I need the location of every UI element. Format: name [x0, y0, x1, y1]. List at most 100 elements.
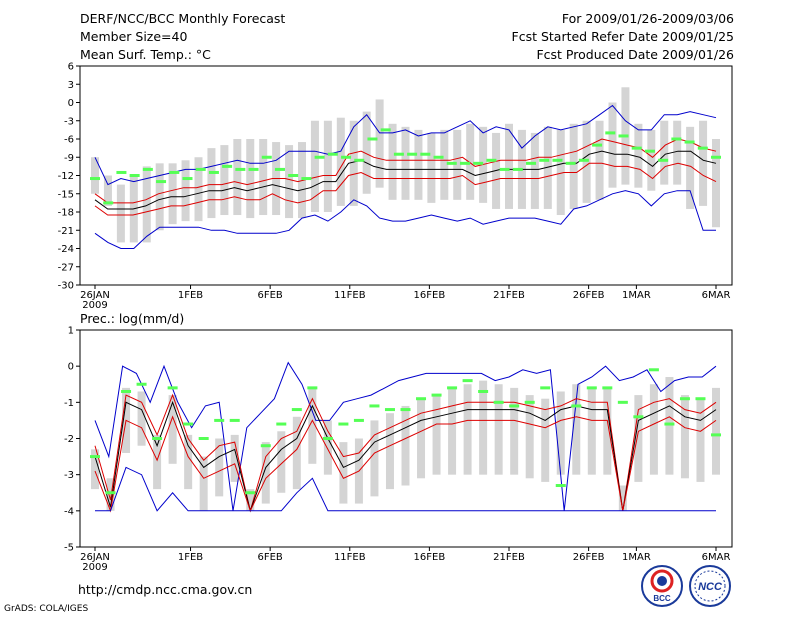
ncc-logo-text: NCC	[698, 581, 723, 593]
grads-credit: GrADS: COLA/IGES	[4, 604, 89, 614]
median-marker	[618, 134, 629, 138]
median-marker	[182, 177, 193, 181]
median-marker	[565, 161, 576, 165]
spread-bar	[246, 489, 255, 511]
median-marker	[229, 418, 240, 422]
x-tick-label: 1FEB	[178, 290, 203, 301]
spread-bar	[494, 384, 503, 475]
spread-bar	[712, 387, 720, 475]
spread-bar	[401, 126, 410, 200]
median-marker	[416, 397, 427, 401]
x-tick-label: 6FEB	[258, 290, 283, 301]
median-marker	[105, 491, 116, 495]
median-marker	[222, 164, 233, 168]
spread-bar	[401, 405, 410, 486]
y-tick-label: -9	[64, 153, 74, 164]
median-marker	[400, 408, 411, 412]
spread-bar	[168, 395, 177, 464]
median-marker	[291, 408, 302, 412]
spread-bar	[362, 111, 371, 194]
median-marker	[338, 422, 349, 426]
spread-bar	[453, 129, 462, 200]
median-marker	[90, 455, 100, 459]
median-marker	[260, 444, 271, 448]
series-line-ensemble-min	[95, 466, 716, 512]
series-line-upper-percentile	[94, 138, 717, 204]
spread-bar	[349, 120, 358, 206]
series-line-ensemble-mean	[94, 150, 717, 210]
spread-bar	[116, 184, 125, 243]
precipitation-label: Prec.: log(mm/d)	[80, 311, 185, 326]
spread-bar	[106, 478, 115, 511]
y-tick-label: -18	[58, 208, 74, 219]
median-marker	[658, 158, 669, 162]
spread-bar	[680, 395, 689, 479]
spread-bar	[699, 120, 708, 206]
median-marker	[393, 152, 404, 156]
spread-bar	[530, 132, 539, 209]
variable-label: Mean Surf. Temp.: °C	[80, 47, 211, 62]
spread-bar	[215, 438, 224, 497]
spread-bar	[634, 123, 643, 188]
x-tick-label: 1FEB	[178, 552, 203, 563]
median-marker	[367, 137, 378, 141]
forecast-period: For 2009/01/26-2009/03/06	[561, 11, 734, 26]
spread-bar	[440, 129, 449, 200]
median-marker	[671, 137, 682, 141]
y-tick-label: 3	[68, 80, 74, 91]
median-marker	[539, 158, 550, 162]
spread-bar	[336, 117, 345, 206]
spread-bar	[370, 420, 379, 497]
spread-bar	[310, 120, 319, 212]
spread-bar	[103, 175, 112, 206]
x-tick-label: 21FEB	[493, 552, 525, 563]
median-marker	[459, 161, 470, 165]
source-url[interactable]: http://cmdp.ncc.cma.gov.cn	[78, 582, 253, 597]
forecast-produced-date: Fcst Produced Date 2009/01/26	[536, 47, 734, 62]
bcc-logo-text: BCC	[653, 594, 671, 603]
spread-bar	[199, 456, 208, 511]
spread-bar	[432, 395, 441, 475]
median-marker	[380, 128, 391, 132]
median-marker	[129, 174, 140, 177]
spread-bar	[277, 431, 286, 493]
y-tick-label: -24	[58, 244, 74, 255]
median-marker	[633, 415, 644, 419]
median-marker	[327, 152, 338, 156]
spread-bar	[417, 398, 426, 479]
y-tick-label: -2	[64, 434, 74, 445]
median-marker	[276, 422, 287, 426]
spread-bar	[608, 102, 617, 188]
series-line-upper-percentile	[94, 393, 717, 511]
y-tick-label: -12	[58, 171, 74, 182]
y-tick-label: -1	[64, 398, 74, 409]
spread-bar	[142, 166, 151, 243]
ncc-logo: NCC	[689, 565, 731, 607]
y-tick-label: -30	[58, 281, 74, 292]
median-marker	[195, 167, 206, 171]
median-marker	[486, 158, 497, 162]
median-marker	[90, 177, 100, 181]
median-marker	[433, 155, 444, 159]
median-marker	[684, 140, 695, 144]
median-marker	[420, 152, 431, 156]
median-marker	[526, 161, 537, 165]
median-marker	[446, 161, 457, 165]
median-marker	[605, 131, 616, 135]
series-line-ensemble-max	[94, 361, 717, 511]
x-tick-label: 6FEB	[258, 552, 283, 563]
spread-bar	[569, 123, 578, 209]
spread-bar	[285, 145, 294, 219]
median-marker	[341, 155, 352, 159]
spread-bar	[618, 485, 627, 511]
spread-bar	[292, 416, 301, 490]
x-tick-label: 26FEB	[573, 290, 605, 301]
spread-bar	[230, 434, 239, 482]
median-marker	[431, 393, 442, 397]
median-marker	[152, 437, 163, 440]
y-tick-label: -27	[58, 262, 74, 273]
spread-bar	[510, 387, 519, 475]
spread-bar	[168, 163, 177, 225]
median-marker	[499, 167, 510, 171]
